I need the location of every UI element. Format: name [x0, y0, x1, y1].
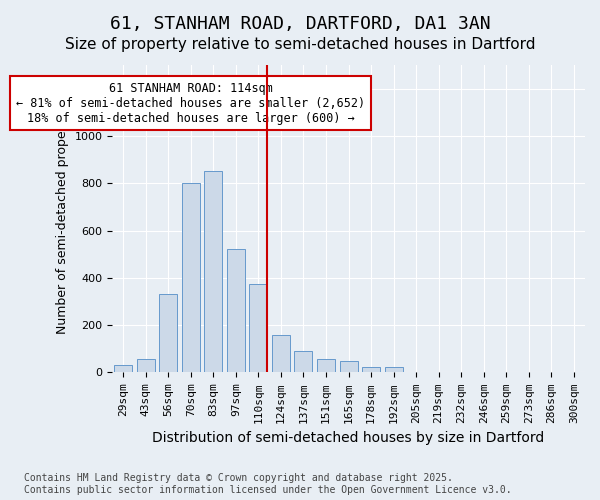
Text: Contains HM Land Registry data © Crown copyright and database right 2025.
Contai: Contains HM Land Registry data © Crown c…: [24, 474, 512, 495]
Bar: [385, 366, 403, 372]
Bar: [250, 284, 268, 372]
Bar: [137, 360, 155, 372]
Y-axis label: Number of semi-detached properties: Number of semi-detached properties: [56, 103, 68, 334]
Text: Size of property relative to semi-detached houses in Dartford: Size of property relative to semi-detach…: [65, 38, 535, 52]
Bar: [182, 183, 200, 372]
Bar: [340, 360, 358, 372]
Bar: [205, 172, 223, 372]
Bar: [227, 250, 245, 372]
X-axis label: Distribution of semi-detached houses by size in Dartford: Distribution of semi-detached houses by …: [152, 431, 545, 445]
Text: 61 STANHAM ROAD: 114sqm
← 81% of semi-detached houses are smaller (2,652)
18% of: 61 STANHAM ROAD: 114sqm ← 81% of semi-de…: [16, 82, 365, 124]
Bar: [362, 366, 380, 372]
Bar: [115, 366, 133, 372]
Bar: [295, 351, 313, 372]
Bar: [160, 294, 178, 372]
Bar: [317, 360, 335, 372]
Bar: [272, 334, 290, 372]
Text: 61, STANHAM ROAD, DARTFORD, DA1 3AN: 61, STANHAM ROAD, DARTFORD, DA1 3AN: [110, 15, 490, 33]
